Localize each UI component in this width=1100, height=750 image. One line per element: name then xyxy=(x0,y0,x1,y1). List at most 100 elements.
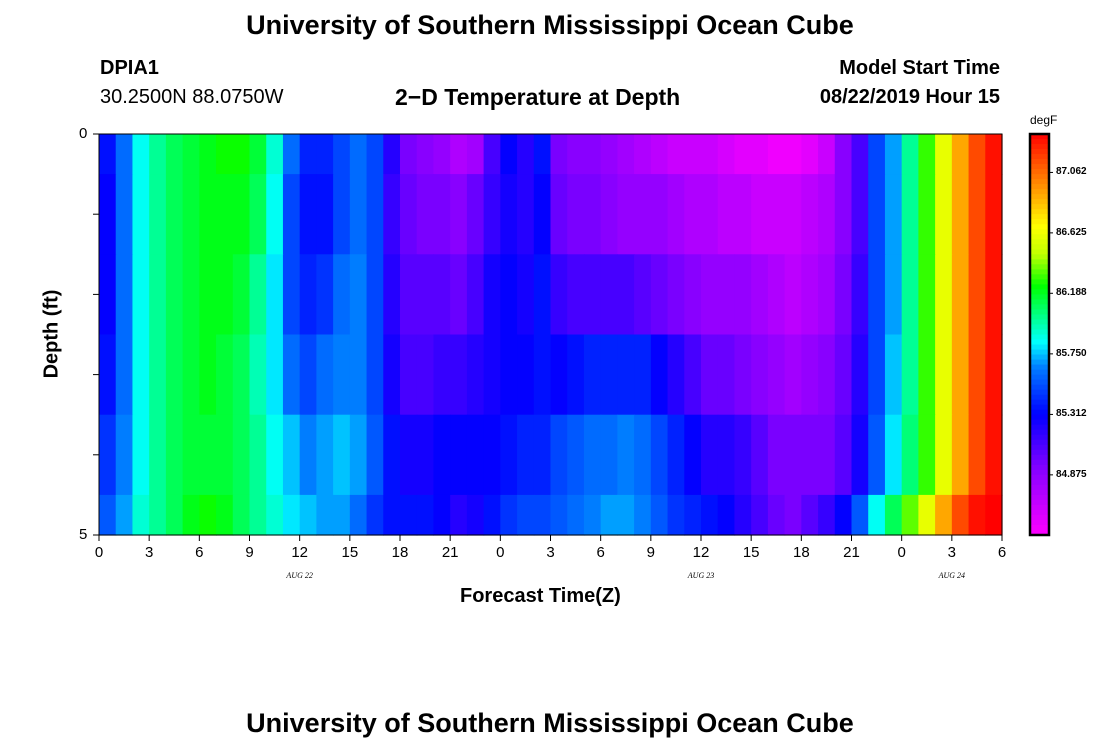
colorbar-tick-label: 87.062 xyxy=(1056,166,1087,178)
heatmap-cell xyxy=(366,494,384,536)
heatmap-cell xyxy=(349,134,368,175)
heatmap-cell xyxy=(634,334,652,416)
colorbar-segment xyxy=(1030,199,1049,205)
heatmap-cell xyxy=(701,254,719,336)
heatmap-cell xyxy=(400,174,418,255)
heatmap-cell xyxy=(801,134,819,175)
heatmap-cell xyxy=(333,254,351,336)
colorbar-segment xyxy=(1030,444,1049,451)
colorbar-segment xyxy=(1030,374,1049,381)
heatmap-cell xyxy=(433,254,451,336)
heatmap-cell xyxy=(767,494,786,536)
colorbar-segment xyxy=(1030,319,1049,326)
heatmap-cell xyxy=(199,134,217,175)
date-label: AUG 24 xyxy=(938,571,966,580)
colorbar-segment xyxy=(1030,249,1049,255)
colorbar-segment xyxy=(1030,314,1049,321)
heatmap-cell xyxy=(249,414,267,496)
heatmap-cell xyxy=(282,134,301,175)
heatmap-cell xyxy=(868,134,886,175)
heatmap-cell xyxy=(383,134,401,175)
heatmap-cell xyxy=(751,174,769,255)
heatmap-cell xyxy=(132,174,150,255)
x-tick-label: 21 xyxy=(843,544,860,561)
heatmap-cell xyxy=(466,414,485,496)
heatmap-cell xyxy=(734,414,752,496)
heatmap-cell xyxy=(333,134,351,175)
heatmap-cell xyxy=(985,134,1003,175)
colorbar-segment xyxy=(1030,279,1049,285)
colorbar-segment xyxy=(1030,454,1049,461)
heatmap-cell xyxy=(316,134,334,175)
colorbar-segment xyxy=(1030,389,1049,396)
colorbar-segment xyxy=(1030,394,1049,401)
heatmap-cell xyxy=(349,334,368,416)
x-tick-label: 3 xyxy=(144,544,154,561)
heatmap-cell xyxy=(199,334,217,416)
heatmap-cell xyxy=(567,494,585,536)
heatmap-cell xyxy=(533,494,552,536)
x-tick-label: 15 xyxy=(341,544,359,561)
heatmap-cell xyxy=(550,254,568,336)
heatmap-cell xyxy=(282,494,301,536)
heatmap-cell xyxy=(316,254,334,336)
colorbar-segment xyxy=(1030,459,1049,466)
heatmap-cell xyxy=(199,414,217,496)
heatmap-cell xyxy=(249,174,267,255)
heatmap-cell xyxy=(717,414,736,496)
heatmap-cell xyxy=(583,414,602,496)
heatmap-cell xyxy=(182,134,200,175)
heatmap-cell xyxy=(383,334,401,416)
heatmap-cell xyxy=(517,494,535,536)
heatmap-cell xyxy=(751,414,769,496)
heatmap-cell xyxy=(868,254,886,336)
colorbar xyxy=(1028,132,1053,537)
heatmap-cell xyxy=(918,494,936,536)
heatmap-cell xyxy=(884,494,903,536)
x-tick-label: 3 xyxy=(947,544,956,561)
heatmap-cell xyxy=(199,174,217,255)
heatmap-cell xyxy=(433,414,451,496)
colorbar-segment xyxy=(1030,469,1049,476)
heatmap-cell xyxy=(299,174,317,255)
heatmap-cell xyxy=(216,334,234,416)
heatmap-cell xyxy=(333,334,351,416)
heatmap-cell xyxy=(149,254,167,336)
colorbar-segment xyxy=(1030,509,1049,516)
heatmap-cell xyxy=(801,254,819,336)
heatmap-cell xyxy=(617,414,635,496)
heatmap-cell xyxy=(182,254,200,336)
heatmap-cell xyxy=(500,134,518,175)
heatmap-cell xyxy=(935,174,953,255)
heatmap-cell xyxy=(115,254,134,336)
heatmap-cell xyxy=(567,414,585,496)
x-tick-label: 0 xyxy=(496,544,505,561)
heatmap-cell xyxy=(684,414,702,496)
heatmap-cell xyxy=(701,134,719,175)
colorbar-segment xyxy=(1030,239,1049,245)
heatmap-cell xyxy=(383,254,401,336)
heatmap-cell xyxy=(734,334,752,416)
heatmap-cell xyxy=(232,414,251,496)
colorbar-segment xyxy=(1030,274,1049,280)
heatmap-cell xyxy=(968,494,986,536)
heatmap-cell xyxy=(99,334,117,416)
heatmap-cell xyxy=(299,134,317,175)
heatmap-cell xyxy=(533,254,552,336)
colorbar-segment xyxy=(1030,339,1049,346)
heatmap-cell xyxy=(550,414,568,496)
x-tick-label: 12 xyxy=(291,544,308,561)
colorbar-segment xyxy=(1030,259,1049,265)
heatmap-cell xyxy=(834,254,853,336)
heatmap-cell xyxy=(483,174,501,255)
heatmap-cell xyxy=(416,334,435,416)
colorbar-segment xyxy=(1030,399,1049,406)
colorbar-segment xyxy=(1030,499,1049,506)
heatmap-cell xyxy=(935,494,953,536)
colorbar-segment xyxy=(1030,224,1049,230)
heatmap-cell xyxy=(349,414,368,496)
heatmap-cell xyxy=(299,494,317,536)
heatmap-cell xyxy=(968,134,986,175)
heatmap-cell xyxy=(884,174,903,255)
heatmap-cell xyxy=(901,254,919,336)
